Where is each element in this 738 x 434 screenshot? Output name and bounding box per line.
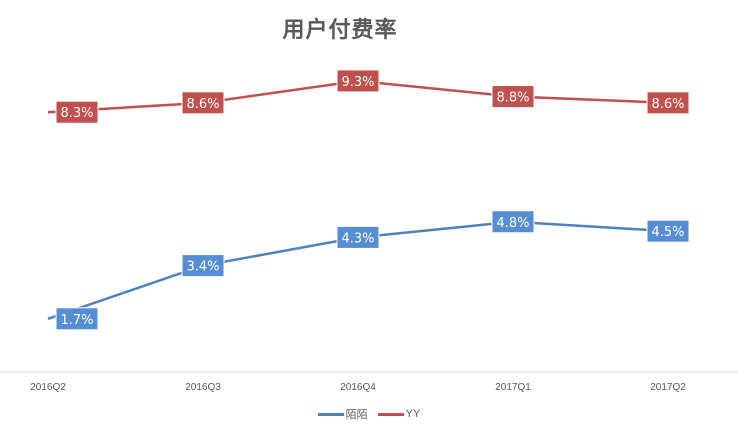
data-label-box	[491, 85, 535, 109]
x-tick-label: 2017Q2	[650, 382, 686, 393]
data-label-box	[55, 307, 99, 331]
data-label: 3.4%	[181, 254, 225, 278]
data-label: 9.3%	[336, 69, 380, 93]
data-label-box	[181, 91, 225, 115]
data-label-text: 8.3%	[60, 106, 93, 121]
data-label-text: 4.8%	[496, 216, 529, 231]
legend-label: YY	[405, 408, 421, 420]
data-label-box	[181, 254, 225, 278]
data-label-box	[336, 69, 380, 93]
legend-swatch	[317, 412, 344, 416]
legend-label: 陌陌	[345, 409, 368, 421]
data-label-text: 4.3%	[341, 231, 374, 246]
data-label: 8.6%	[181, 91, 225, 115]
data-label: 8.6%	[646, 91, 690, 115]
x-tick-label: 2017Q1	[495, 382, 531, 393]
data-label-text: 4.5%	[651, 225, 684, 240]
data-label-text: 9.3%	[341, 75, 374, 90]
legend-item-momo[interactable]: 陌陌	[317, 406, 368, 422]
data-label-text: 8.6%	[651, 97, 684, 112]
x-tick-label: 2016Q3	[185, 382, 221, 393]
data-label: 8.3%	[55, 100, 99, 124]
legend-swatch	[377, 412, 404, 416]
data-label-box	[646, 219, 690, 243]
data-label-box	[55, 100, 99, 124]
data-label-box	[336, 225, 380, 249]
x-tick-label: 2016Q2	[30, 382, 66, 393]
data-label-text: 8.8%	[496, 91, 529, 106]
data-label: 4.5%	[646, 219, 690, 243]
data-label: 1.7%	[55, 307, 99, 331]
data-label: 4.8%	[491, 210, 535, 234]
data-label-text: 1.7%	[60, 313, 93, 328]
data-label: 8.8%	[491, 85, 535, 109]
data-label-box	[646, 91, 690, 115]
legend-item-yy[interactable]: YY	[377, 406, 421, 422]
data-label-box	[491, 210, 535, 234]
x-tick-label: 2016Q4	[340, 382, 376, 393]
data-label: 4.3%	[336, 225, 380, 249]
data-label-text: 8.6%	[186, 97, 219, 112]
data-label-text: 3.4%	[186, 260, 219, 275]
chart-title: 用户付费率	[282, 18, 398, 43]
legend: 陌陌 YY	[0, 406, 738, 422]
